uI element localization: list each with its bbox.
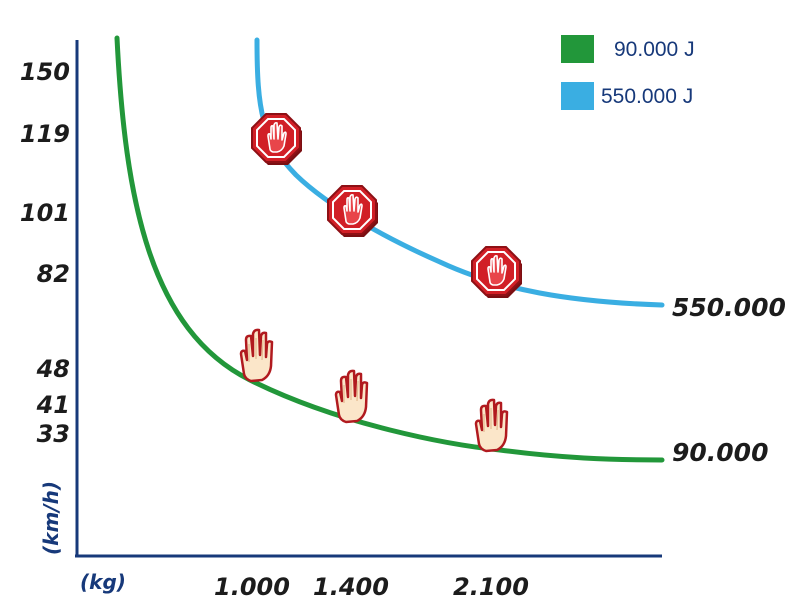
hand-icon	[239, 328, 274, 383]
y-tick-33: 33	[37, 420, 70, 448]
legend-swatch-90000	[561, 35, 594, 63]
y-axis-label: (km/h)	[39, 481, 63, 555]
stop-sign-icon	[251, 113, 303, 166]
hand-icon	[474, 398, 509, 453]
y-tick-82: 82	[37, 260, 70, 288]
legend-swatch-550000	[561, 82, 594, 110]
y-tick-150: 150	[20, 58, 70, 86]
x-axis-label: (kg)	[80, 570, 126, 594]
x-tick-1400: 1.400	[313, 573, 389, 601]
y-tick-41: 41	[36, 391, 70, 419]
x-tick-1000: 1.000	[214, 573, 290, 601]
stop-sign-icon	[471, 246, 523, 299]
hand-icon	[334, 369, 369, 424]
legend-label-90000: 90.000 J	[614, 38, 695, 61]
curve-90000	[114, 35, 665, 463]
y-tick-101: 101	[20, 199, 70, 227]
stop-sign-icon	[327, 185, 379, 238]
legend: 90.000 J 550.000 J	[561, 35, 695, 110]
curve-550000	[254, 37, 665, 308]
legend-label-550000: 550.000 J	[601, 85, 693, 108]
y-tick-119: 119	[20, 120, 70, 148]
curve-end-label-550000: 550.000	[672, 293, 786, 322]
y-tick-48: 48	[36, 355, 70, 383]
curve-end-label-90000: 90.000	[672, 438, 768, 467]
x-tick-2100: 2.100	[453, 573, 529, 601]
